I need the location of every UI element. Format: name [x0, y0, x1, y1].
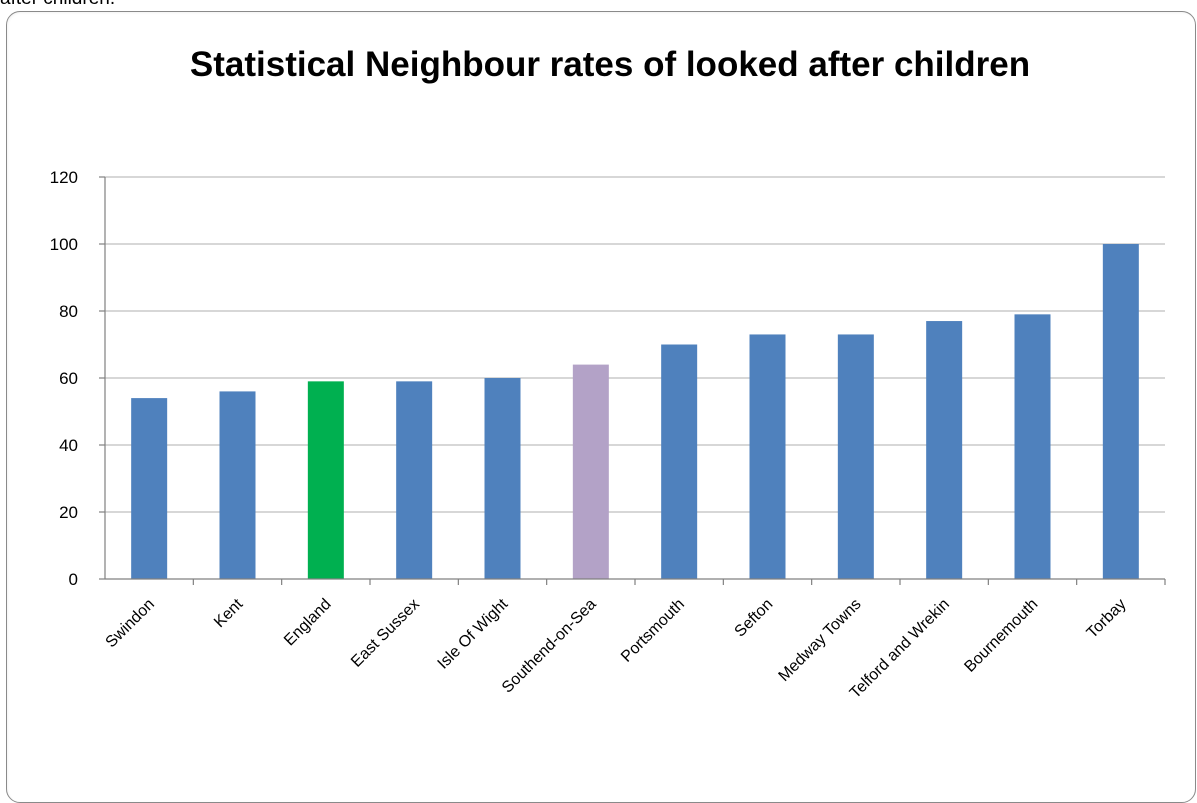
y-tick-label: 120 — [50, 168, 78, 187]
bar — [396, 381, 433, 579]
x-tick-label: Isle Of Wight — [435, 595, 512, 672]
x-tick-label: Sefton — [732, 596, 777, 641]
bar — [219, 391, 256, 579]
caption-fragment: after children. — [0, 0, 115, 10]
bar — [749, 334, 786, 579]
x-tick-label: Telford and Wrekin — [847, 596, 953, 702]
x-tick-label: England — [281, 596, 335, 650]
x-tick-label: Kent — [211, 595, 247, 631]
bar — [572, 364, 609, 579]
x-axis-labels: Swindon Kent England East Sussex Isle Of Wig… — [103, 579, 1166, 702]
x-tick-label: Medway Towns — [776, 596, 865, 685]
y-tick-label: 40 — [59, 436, 78, 455]
chart-title: Statistical Neighbour rates of looked af… — [189, 45, 1031, 84]
bar — [661, 344, 698, 579]
x-tick-label: Bournemouth — [961, 596, 1041, 676]
bars — [131, 244, 1139, 579]
bar — [307, 381, 344, 579]
bar — [131, 398, 168, 579]
axes — [104, 177, 1165, 580]
gridlines — [105, 176, 1165, 513]
x-tick-label: Portsmouth — [618, 596, 688, 666]
y-tick-label: 0 — [69, 570, 78, 589]
x-tick-label: Swindon — [103, 596, 158, 651]
y-tick-label: 100 — [50, 235, 78, 254]
bar — [1014, 314, 1051, 579]
y-axis-ticks: 0 20 40 60 80 100 120 — [50, 168, 105, 589]
x-tick-label: East Sussex — [348, 596, 423, 671]
y-tick-label: 80 — [59, 302, 78, 321]
x-tick-label: Southend-on-Sea — [499, 596, 600, 697]
bar — [484, 378, 521, 579]
bar — [1102, 244, 1139, 579]
y-tick-label: 60 — [59, 369, 78, 388]
bar — [837, 334, 874, 579]
x-tick-label: Torbay — [1084, 596, 1130, 642]
y-tick-label: 20 — [59, 503, 78, 522]
bar — [926, 321, 963, 579]
